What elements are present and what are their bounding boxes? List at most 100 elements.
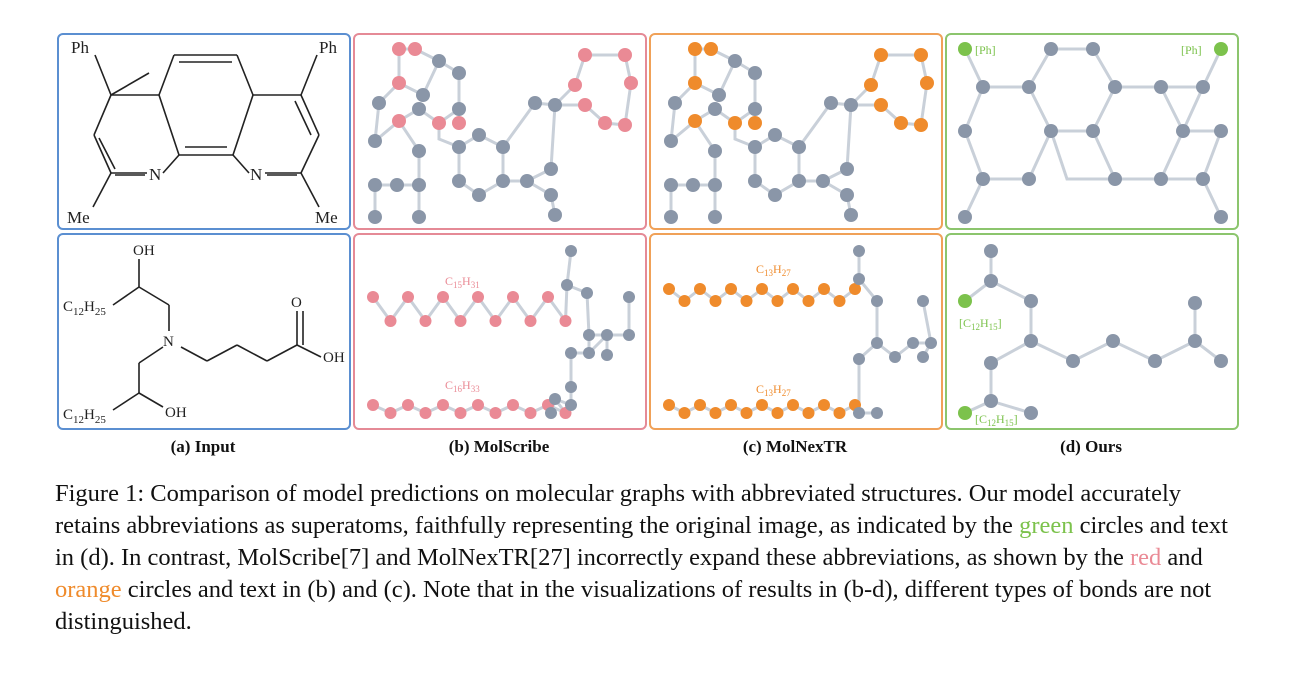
atom-node xyxy=(802,295,815,307)
bond xyxy=(564,284,569,322)
atom-node xyxy=(367,291,379,303)
label-input: (a) Input xyxy=(170,437,236,456)
molscribe-top-nodes xyxy=(368,42,638,224)
atom-node xyxy=(678,295,691,307)
atom-node xyxy=(833,295,846,307)
atom-node xyxy=(787,399,799,411)
atom-node xyxy=(725,283,737,295)
atom-node xyxy=(818,399,830,411)
atom-node xyxy=(549,393,561,405)
molscribe-graph-bottom: C15H31 C16H33 xyxy=(367,245,635,419)
ours-ph-right-label: [Ph] xyxy=(1181,43,1202,57)
atom-node xyxy=(871,407,883,419)
phenanthroline-structure: Ph Ph N N Me Me xyxy=(67,38,338,227)
atom-node xyxy=(756,283,768,295)
atom-node xyxy=(454,407,467,419)
atom-node xyxy=(583,347,595,359)
atom-node xyxy=(925,337,937,349)
molnextr-graph-top xyxy=(664,42,934,224)
atom-node xyxy=(889,351,901,363)
ours-graph-top: [Ph] [Ph] xyxy=(958,42,1228,224)
n-right-label: N xyxy=(250,165,262,184)
atom-node xyxy=(489,407,502,419)
atom-node xyxy=(853,245,865,257)
molscribe-panel-top xyxy=(353,33,647,230)
atom-node xyxy=(853,273,865,285)
input-panel-bottom: OH C12H25 N O OH C12H25 OH xyxy=(57,233,351,430)
atom-node xyxy=(565,399,577,411)
atom-node xyxy=(583,329,595,341)
atom-node xyxy=(771,407,784,419)
molnextr-panel-top xyxy=(649,33,943,230)
atom-node xyxy=(581,287,593,299)
molscribe-chain-top-label: C15H31 xyxy=(445,274,480,290)
oh-top-label: OH xyxy=(133,243,155,259)
caption-red-word: red xyxy=(1130,544,1162,571)
atom-node xyxy=(678,407,691,419)
caption-prefix: Figure 1: Comparison of model prediction… xyxy=(55,480,1182,539)
atom-node xyxy=(907,337,919,349)
atom-node xyxy=(787,283,799,295)
caption-suffix: circles and text in (b) and (c). Note th… xyxy=(55,576,1212,635)
molnextr-chain-bottom-label: C13H27 xyxy=(756,382,791,398)
atom-node xyxy=(437,399,449,411)
atom-node xyxy=(545,407,557,419)
ours-top-nodes xyxy=(958,42,1228,224)
ours-c12-label-bottom: [C12H15] xyxy=(975,412,1018,428)
atom-node xyxy=(623,329,635,341)
molscribe-graph-top xyxy=(368,42,638,224)
atom-node xyxy=(559,315,572,327)
molnextr-top-nodes xyxy=(664,42,934,224)
label-molnextr: (c) MolNexTR xyxy=(742,437,848,456)
caption-orange-word: orange xyxy=(55,576,122,603)
ours-panel-bottom: [C12H15] [C12H15] xyxy=(945,233,1239,430)
atom-node xyxy=(507,399,519,411)
ours-bottom-nodes xyxy=(958,244,1228,420)
atom-node xyxy=(663,399,675,411)
bond xyxy=(585,292,591,336)
chain-bottom-label: C12H25 xyxy=(63,407,106,426)
atom-node xyxy=(419,315,432,327)
ours-graph-bottom: [C12H15] [C12H15] xyxy=(958,244,1228,428)
atom-node xyxy=(601,329,613,341)
atom-node xyxy=(709,407,722,419)
atom-node xyxy=(489,315,502,327)
figure-caption: Figure 1: Comparison of model prediction… xyxy=(55,478,1250,638)
atom-node xyxy=(663,283,675,295)
atom-node xyxy=(871,295,883,307)
atom-node xyxy=(853,407,865,419)
atom-node xyxy=(384,407,397,419)
atom-node xyxy=(740,407,753,419)
atom-node xyxy=(472,291,484,303)
chain-top-label: C12H25 xyxy=(63,299,106,318)
atom-node xyxy=(561,279,573,291)
atom-node xyxy=(818,283,830,295)
atom-node xyxy=(419,407,432,419)
atom-node xyxy=(725,399,737,411)
atom-node xyxy=(853,353,865,365)
atom-node xyxy=(524,407,537,419)
atom-node xyxy=(402,399,414,411)
atom-node xyxy=(384,315,397,327)
atom-node xyxy=(917,351,929,363)
atom-node xyxy=(694,399,706,411)
ph-right-label: Ph xyxy=(319,38,337,57)
atom-node xyxy=(565,381,577,393)
ours-ph-left-label: [Ph] xyxy=(975,43,996,57)
atom-node xyxy=(472,399,484,411)
caption-and: and xyxy=(1161,544,1203,571)
atom-node xyxy=(740,295,753,307)
label-molscribe: (b) MolScribe xyxy=(448,437,550,456)
atom-node xyxy=(623,291,635,303)
atom-node xyxy=(437,291,449,303)
atom-node xyxy=(542,291,554,303)
me-right-label: Me xyxy=(315,208,338,227)
oh-acid-label: OH xyxy=(323,350,345,366)
bond xyxy=(921,300,933,344)
caption-green-word: green xyxy=(1019,512,1074,539)
n-left-label: N xyxy=(149,165,161,184)
atom-node xyxy=(871,337,883,349)
atom-node xyxy=(694,283,706,295)
molscribe-panel-bottom: C15H31 C16H33 xyxy=(353,233,647,430)
atom-node xyxy=(565,347,577,359)
